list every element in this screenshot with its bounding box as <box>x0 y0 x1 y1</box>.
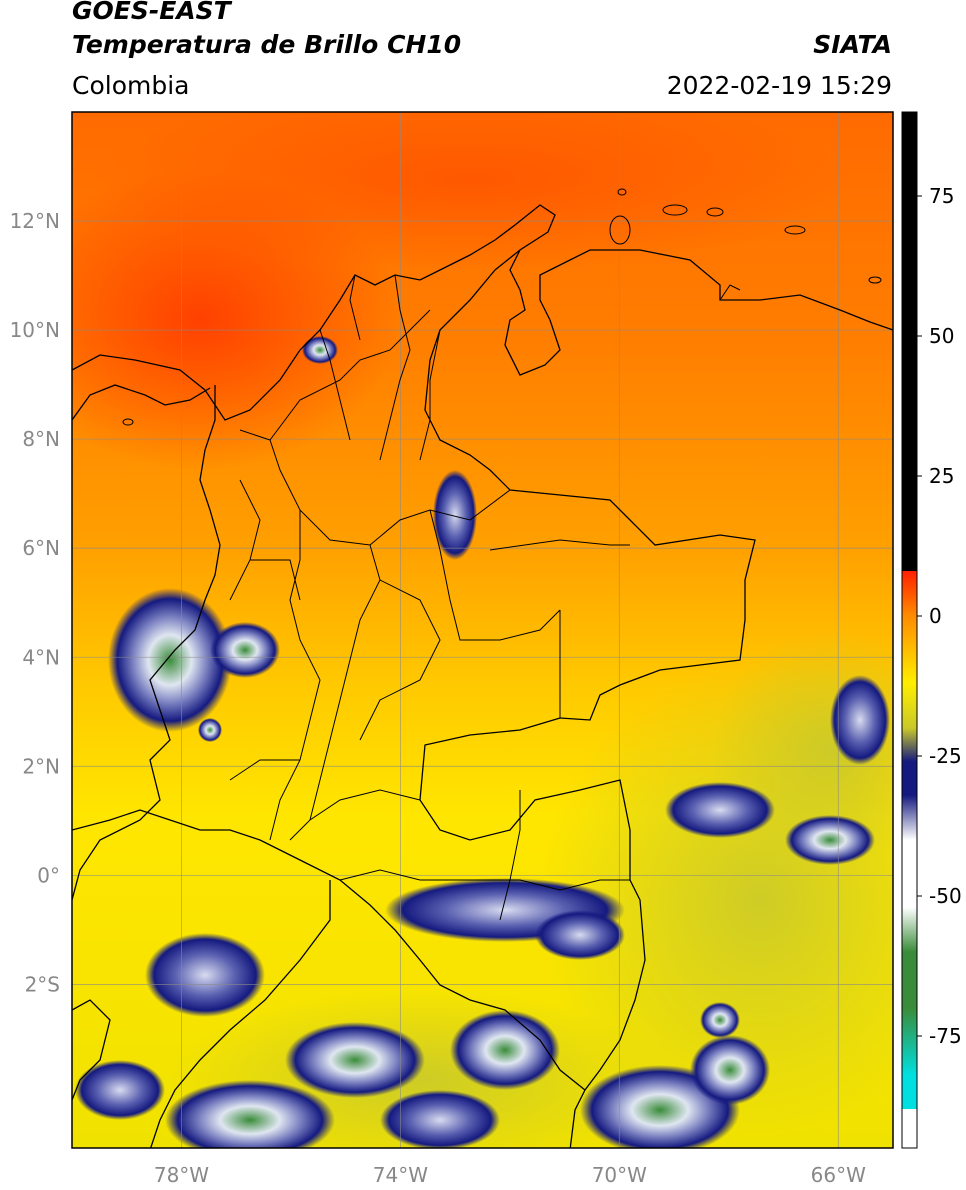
department-border <box>379 274 411 461</box>
convective-cloud <box>830 675 890 765</box>
colorbar-tick-label: 50 <box>929 324 954 348</box>
department-border <box>309 544 381 821</box>
title-satellite: GOES-EAST <box>72 0 231 25</box>
coast-detail <box>72 999 111 1101</box>
island <box>617 188 627 196</box>
lon-tick-label: 66°W <box>811 1163 866 1187</box>
convective-cloud <box>450 1010 560 1090</box>
department-border <box>419 329 441 461</box>
department-border <box>489 539 630 551</box>
colombia-venezuela-border <box>424 249 756 721</box>
map-area <box>72 112 893 1148</box>
lon-tick-label: 74°W <box>373 1163 428 1187</box>
islands <box>122 188 882 426</box>
convective-cloud <box>433 470 477 560</box>
department-border <box>250 559 301 601</box>
island <box>868 276 882 284</box>
island <box>122 418 134 426</box>
lat-tick-label: 2°N <box>22 754 60 778</box>
colombia-brazil-border <box>419 717 646 1148</box>
region-label: Colombia <box>72 71 190 100</box>
convective-cloud <box>108 588 232 732</box>
lat-tick-label: 12°N <box>10 209 60 233</box>
island <box>784 225 806 235</box>
department-border <box>229 479 261 601</box>
convective-cloud <box>145 933 265 1017</box>
colorbar-tick-label: 0 <box>929 604 942 628</box>
department-borders <box>229 274 741 921</box>
department-border <box>269 510 321 841</box>
country-borders <box>72 204 893 1148</box>
pacific-coastline <box>72 385 221 901</box>
title-product: Temperatura de Brillo CH10 <box>72 30 462 59</box>
department-border <box>229 759 300 781</box>
convective-cloud <box>690 1035 770 1105</box>
lon-tick-label: 78°W <box>154 1163 209 1187</box>
lat-tick-label: 4°N <box>22 645 60 669</box>
colombia-peru-border <box>72 809 586 1091</box>
lon-tick-label: 70°W <box>592 1163 647 1187</box>
department-border <box>339 869 630 891</box>
organization-label: SIATA <box>813 30 892 59</box>
timestamp-label: 2022-02-19 15:29 <box>666 71 892 100</box>
convective-cloud <box>665 782 775 838</box>
convective-cloud <box>302 336 338 364</box>
warm-region <box>90 112 850 270</box>
island <box>609 215 631 245</box>
lat-tick-label: 10°N <box>10 318 60 342</box>
department-border <box>429 509 561 641</box>
colorbar-tick-label: 25 <box>929 464 954 488</box>
convective-cloud <box>380 1090 500 1148</box>
colorbar: 75 50 25 0 -25 -50 -75 <box>901 111 962 1149</box>
department-border <box>269 309 431 441</box>
convective-cloud <box>785 815 875 865</box>
convective-cloud <box>700 1002 740 1038</box>
lat-tick-label: 6°N <box>22 536 60 560</box>
colorbar-frame <box>901 111 918 1149</box>
convective-cloud <box>285 1022 425 1098</box>
department-border <box>349 274 361 341</box>
ecuador-peru-border <box>149 880 331 1148</box>
colorbar-tick-label: 75 <box>929 184 954 208</box>
department-border <box>499 790 521 921</box>
map-frame <box>71 111 894 1149</box>
colorbar-gradient <box>902 112 917 1148</box>
department-border <box>319 329 351 441</box>
island <box>662 204 688 216</box>
convective-cloud <box>210 622 280 678</box>
panama-isthmus <box>72 384 211 421</box>
island <box>706 207 724 217</box>
colorbar-tick-label: -50 <box>929 884 962 908</box>
colorbar-tick-label: -75 <box>929 1024 962 1048</box>
graticule <box>72 112 893 1148</box>
department-border <box>719 284 741 301</box>
lat-tick-label: 2°S <box>25 972 60 996</box>
colorbar-tick-label: -25 <box>929 744 962 768</box>
lat-tick-label: 0° <box>37 863 60 887</box>
department-border <box>289 789 421 841</box>
lat-tick-label: 8°N <box>22 427 60 451</box>
department-border <box>239 429 511 546</box>
convective-cloud <box>535 910 625 960</box>
convective-cloud <box>198 718 222 742</box>
convective-cloud <box>75 1060 165 1120</box>
department-border <box>359 579 441 741</box>
convective-cloud <box>165 1080 335 1148</box>
